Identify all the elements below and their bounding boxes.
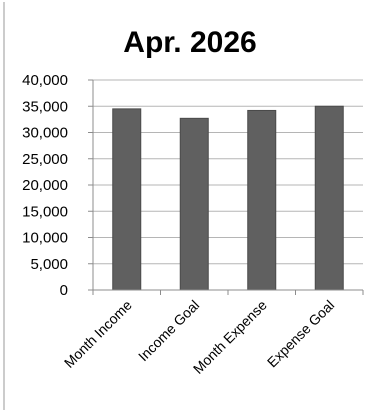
y-tick-label: 40,000 <box>22 72 68 89</box>
y-tick-label: 10,000 <box>22 230 68 247</box>
x-category-label: Expense Goal <box>264 297 338 371</box>
y-tick-label: 30,000 <box>22 125 68 142</box>
y-tick-label: 20,000 <box>22 177 68 194</box>
y-axis-tick-labels: 0 5,000 10,000 15,000 20,000 25,000 30,000 35,0… <box>22 72 68 299</box>
y-tick-label: 5,000 <box>30 256 68 273</box>
axes <box>92 80 364 295</box>
x-category-label: Month Expense <box>190 297 270 377</box>
y-tick-label: 15,000 <box>22 203 68 220</box>
bar-month-income <box>112 108 142 291</box>
y-tick-label: 25,000 <box>22 151 68 168</box>
y-tick-label: 35,000 <box>22 98 68 115</box>
y-tick-label: 0 <box>60 282 68 299</box>
bar-income-goal <box>179 117 209 291</box>
bars <box>112 105 344 291</box>
bar-month-expense <box>247 109 277 291</box>
x-category-label: Month Income <box>61 297 135 371</box>
bar-expense-goal <box>314 105 344 291</box>
x-category-label: Income Goal <box>135 297 202 364</box>
chart-title: Apr. 2026 <box>123 26 256 59</box>
